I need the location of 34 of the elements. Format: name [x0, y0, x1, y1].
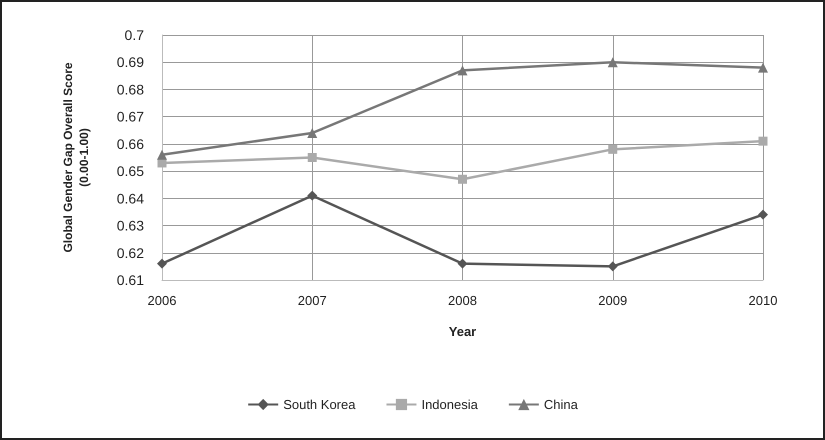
y-tick-label: 0.61 [116, 272, 144, 288]
point [608, 261, 618, 272]
point [758, 62, 768, 73]
y-tick-label: 0.65 [116, 163, 144, 180]
y-tick-label: 0.68 [116, 81, 144, 98]
y-axis-title: Global Gender Gap Overall Score (0.00-1.00) [61, 62, 91, 253]
point [608, 144, 618, 154]
point [157, 150, 167, 160]
x-tick-label: 2006 [148, 293, 176, 308]
x-tick-label: 2010 [748, 293, 778, 308]
y-tick-label: 0.69 [116, 54, 144, 70]
legend-label: China [544, 397, 579, 412]
x-tick-label: 2009 [598, 293, 628, 308]
point [758, 210, 768, 220]
y-tick-label: 0.66 [116, 136, 144, 152]
point [308, 153, 317, 162]
y-tick-label: 0.62 [116, 244, 144, 261]
point [608, 57, 618, 68]
point [157, 258, 167, 269]
point [458, 174, 467, 184]
legend-label: Indonesia [421, 397, 479, 412]
y-tick-label: 0.67 [116, 108, 144, 125]
y-tick-label: 0.63 [116, 218, 144, 234]
x-tick-label: 2007 [298, 293, 327, 308]
legend-label: South Korea [283, 397, 356, 412]
y-tick-label: 0.64 [116, 190, 144, 206]
x-tick-label: 2008 [448, 293, 477, 308]
point [458, 65, 468, 76]
point [307, 128, 318, 138]
y-tick-label: 0.7 [124, 27, 144, 43]
point [758, 136, 768, 146]
x-axis-title: Year [448, 324, 476, 339]
point [458, 258, 468, 269]
point [307, 190, 318, 201]
